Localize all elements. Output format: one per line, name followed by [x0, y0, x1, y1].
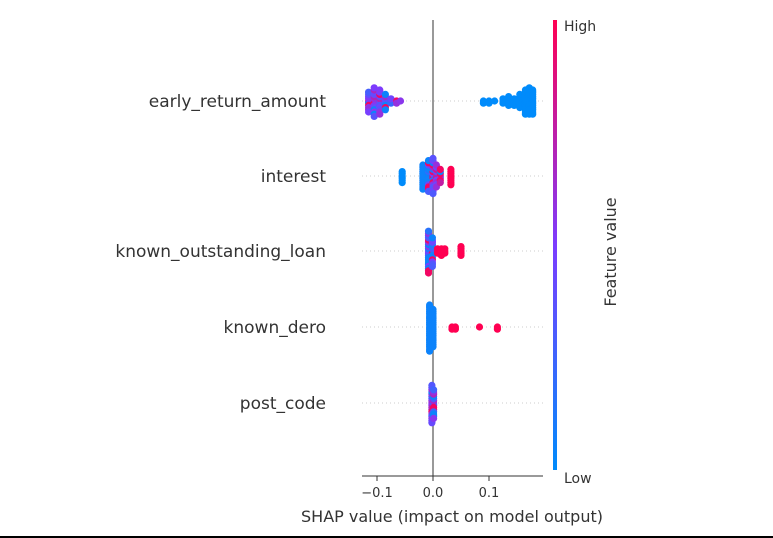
shap-point: [429, 343, 437, 351]
shap-point: [457, 251, 465, 259]
shap-point: [428, 234, 436, 242]
shap-point: [381, 90, 389, 98]
shap-point: [429, 190, 437, 198]
shap-point: [424, 227, 433, 235]
shap-point: [485, 99, 493, 107]
shap-point: [499, 95, 507, 103]
feature-label-known-outstanding-loan: known_outstanding_loan: [115, 242, 326, 262]
frame-border: [0, 536, 773, 538]
shap-point: [365, 88, 373, 96]
shap-point: [529, 110, 537, 118]
shap-point: [424, 269, 433, 277]
shap-point: [516, 90, 524, 98]
x-tick-label: 0.1: [479, 486, 500, 501]
shap-point: [429, 154, 437, 162]
shap-point: [491, 97, 499, 105]
feature-label-early-return-amount: early_return_amount: [149, 92, 327, 112]
shap-point: [457, 243, 465, 251]
shap-point: [479, 99, 487, 107]
shap-point: [436, 179, 444, 187]
colorbar-label: Feature value: [601, 197, 620, 306]
shap-point: [475, 323, 484, 331]
feature-label-interest: interest: [261, 167, 327, 187]
x-tick-label: 0.0: [423, 486, 444, 501]
shap-point: [441, 245, 449, 253]
shap-point: [370, 112, 378, 120]
shap-point: [447, 181, 455, 189]
shap-point: [419, 161, 427, 169]
shap-point: [398, 179, 406, 187]
shap-point: [428, 262, 436, 270]
shap-point: [398, 168, 406, 176]
shap-point: [376, 110, 384, 118]
feature-label-known-dero: known_dero: [224, 318, 326, 338]
x-axis-label: SHAP value (impact on model output): [301, 507, 603, 526]
shap-point: [419, 185, 427, 193]
shap-point: [430, 414, 438, 422]
shap-point: [510, 95, 518, 103]
shap-point: [365, 108, 373, 116]
shap-point: [493, 325, 501, 333]
feature-label-post-code: post_code: [240, 394, 326, 414]
shap-point: [451, 325, 459, 333]
shap-point: [510, 101, 518, 109]
shap-point: [436, 165, 444, 173]
shap-point: [370, 84, 378, 92]
shap-point: [516, 104, 524, 112]
shap-point: [430, 386, 438, 394]
shap-point: [381, 106, 389, 114]
colorbar-low-label: Low: [564, 471, 592, 487]
colorbar: [553, 20, 557, 470]
shap-point: [396, 97, 405, 105]
shap-point: [447, 165, 455, 173]
shap-point: [505, 93, 513, 101]
shap-point: [429, 305, 437, 313]
x-tick-label: −0.1: [361, 486, 393, 501]
shap-point: [529, 86, 537, 94]
shap-point: [376, 86, 384, 94]
colorbar-high-label: High: [564, 19, 596, 35]
shap-point: [505, 101, 513, 109]
shap-point: [387, 95, 395, 103]
